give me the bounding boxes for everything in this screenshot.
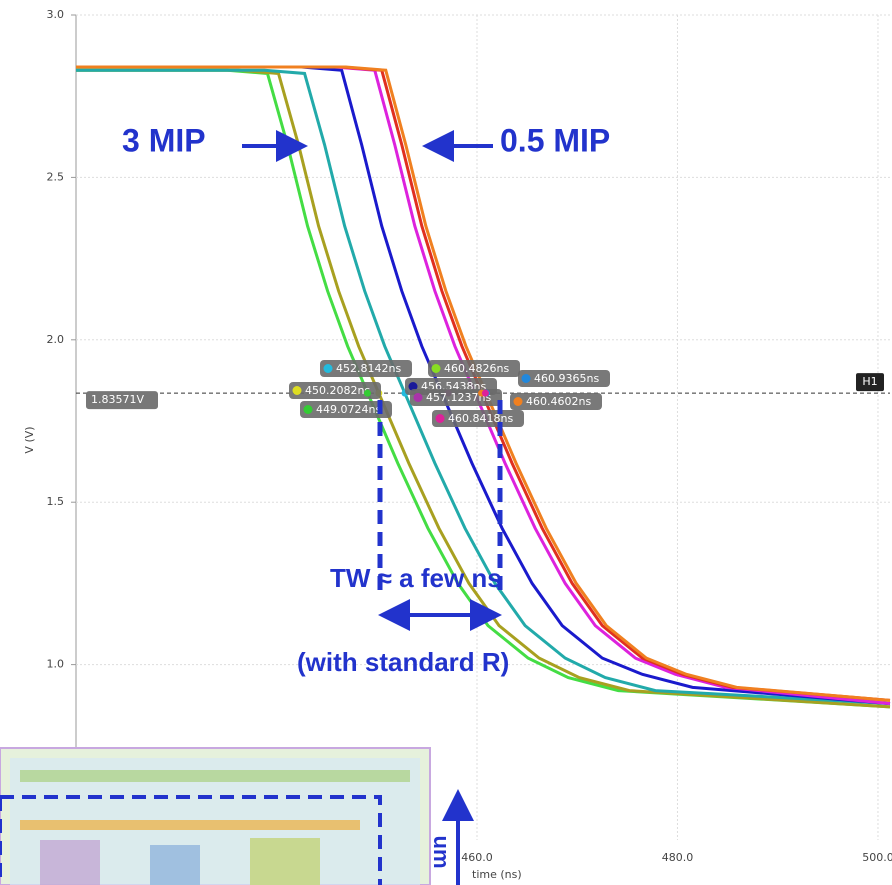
x-tick-label: 480.0 xyxy=(662,851,694,864)
marker-point xyxy=(482,390,489,397)
marker-point xyxy=(364,390,371,397)
x-tick-label: 500.0 xyxy=(862,851,892,864)
y-tick-label: 2.5 xyxy=(47,170,65,183)
marker-label: 460.8418ns xyxy=(448,412,513,425)
marker-label: 450.2082ns xyxy=(305,384,370,397)
marker-dot xyxy=(304,405,313,414)
y-tick-label: 1.0 xyxy=(47,658,65,671)
marker-dot xyxy=(432,364,441,373)
x-tick-label: 460.0 xyxy=(461,851,493,864)
marker-label: 460.4602ns xyxy=(526,395,591,408)
chart: 1.0 1.5 2.0 2.5 3.0 460.0 480.0 500.0 1.83571V H1… xyxy=(0,0,892,885)
h-marker-label: 1.83571V xyxy=(91,393,144,406)
marker-dot xyxy=(436,414,445,423)
y-tick-label: 2.0 xyxy=(47,333,65,346)
marker-dot xyxy=(414,393,423,402)
annotation: (with standard R) xyxy=(297,647,509,677)
y-axis-label: V (V) xyxy=(23,426,36,453)
marker-dot xyxy=(293,386,302,395)
marker-dot xyxy=(324,364,333,373)
marker-label: 460.4826ns xyxy=(444,362,509,375)
y-tick-label: 1.5 xyxy=(47,495,65,508)
marker-dot xyxy=(522,374,531,383)
inset-label: um xyxy=(429,836,454,869)
marker-label: 460.9365ns xyxy=(534,372,599,385)
marker-label: 452.8142ns xyxy=(336,362,401,375)
annotation: TW ≈ a few ns xyxy=(330,563,502,593)
marker-dot xyxy=(514,397,523,406)
h-marker-name: H1 xyxy=(862,375,877,388)
marker-label: 449.0724ns xyxy=(316,403,381,416)
annotation: 0.5 MIP xyxy=(500,122,610,158)
y-tick-label: 3.0 xyxy=(47,8,65,21)
layout-inset xyxy=(0,748,458,885)
annotation: 3 MIP xyxy=(122,122,206,158)
x-axis-label: time (ns) xyxy=(472,868,522,881)
